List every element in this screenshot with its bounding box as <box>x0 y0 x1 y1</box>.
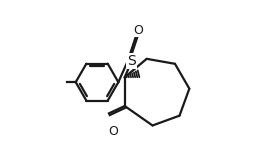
Text: O: O <box>108 125 118 138</box>
Text: S: S <box>127 54 136 68</box>
Text: O: O <box>133 24 143 36</box>
